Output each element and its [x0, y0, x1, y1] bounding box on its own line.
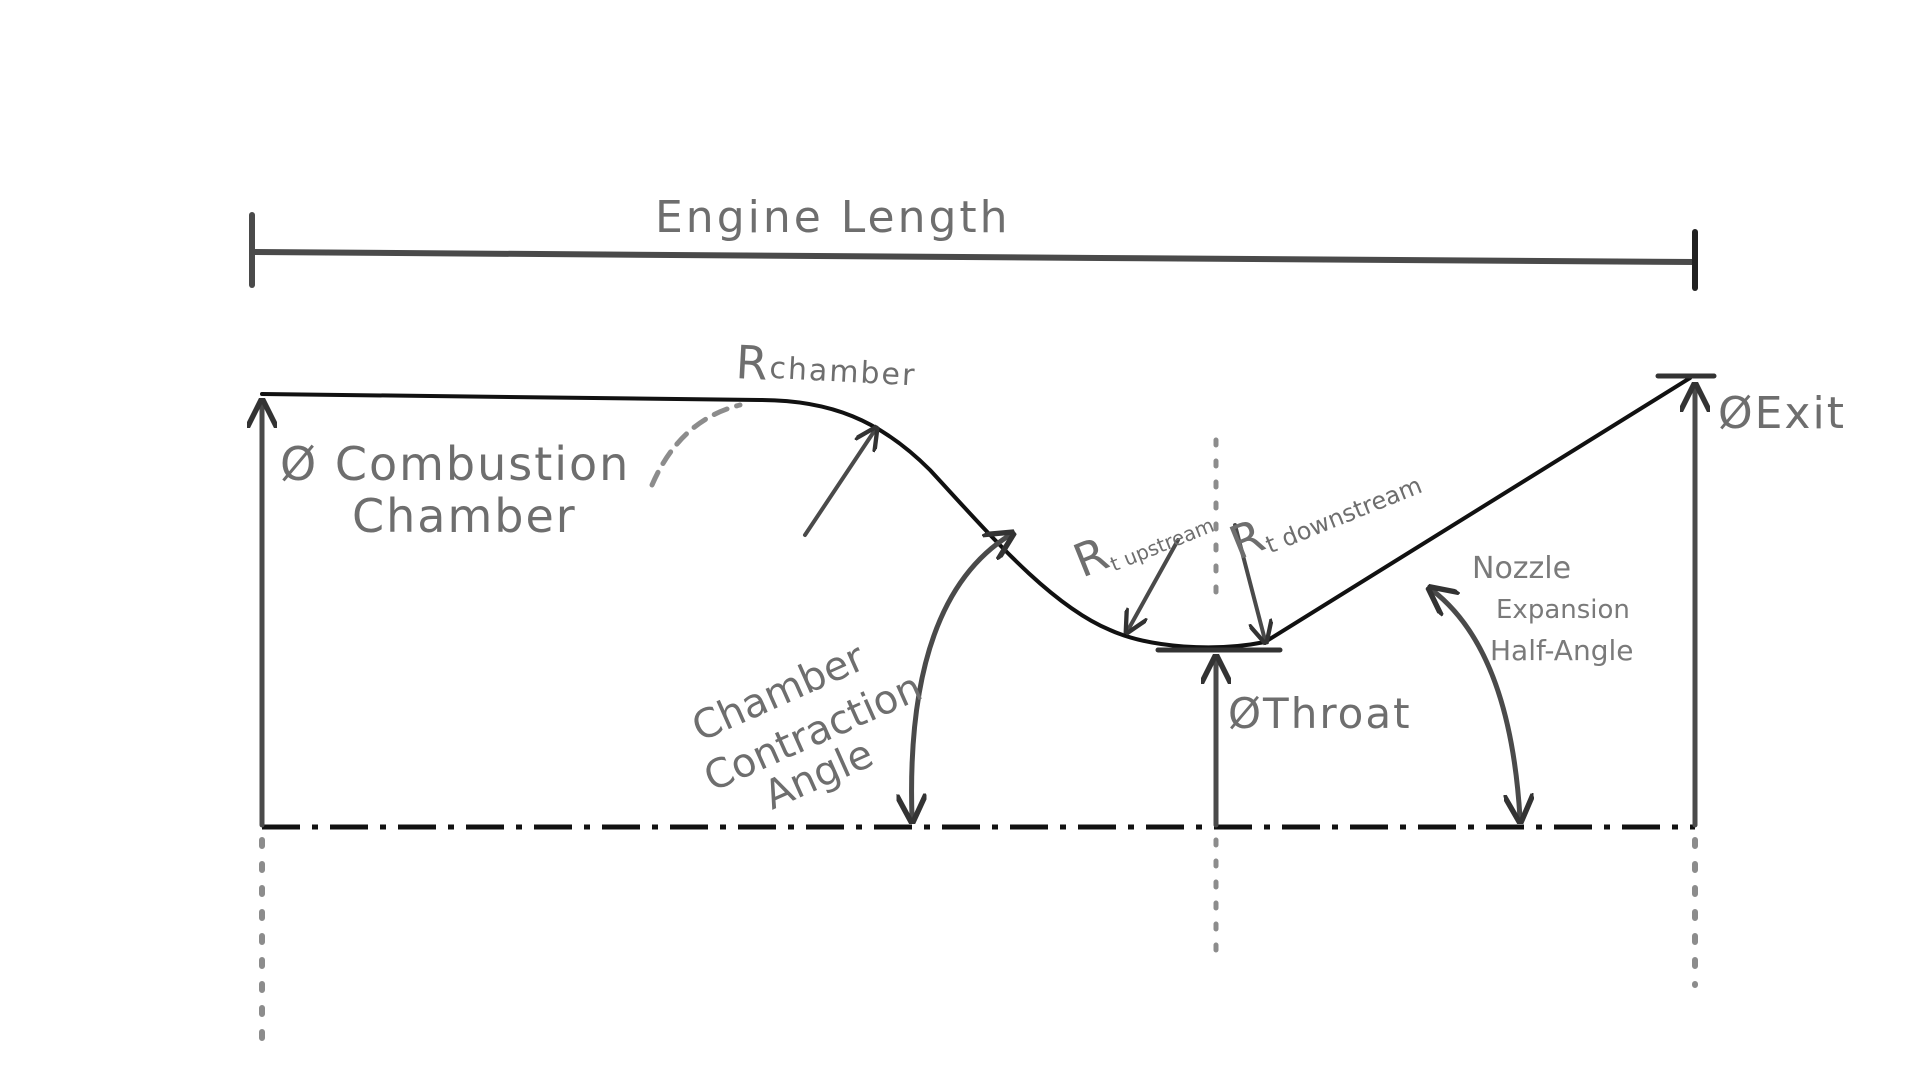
engine-length-dimension	[249, 212, 1698, 291]
nozzle-angle-label-line3: Half-Angle	[1490, 634, 1634, 667]
nozzle-angle-label-line2: Expansion	[1496, 595, 1630, 625]
r-chamber-dashed-arc	[649, 402, 743, 488]
engine-length-label: Engine Length	[655, 192, 1011, 243]
nozzle-angle-label-line1: Nozzle	[1472, 551, 1571, 586]
throat-diameter-label: ØThroat	[1228, 689, 1412, 738]
rt-upstream-label: Rt upstream	[1066, 485, 1218, 588]
exit-diameter-label: ØExit	[1718, 388, 1846, 439]
r-chamber-label: Rchamber	[734, 335, 918, 398]
r-chamber-arrow	[803, 430, 875, 537]
contraction-angle-arc	[912, 535, 1010, 818]
engine-length-line	[249, 249, 1698, 265]
combustion-chamber-label-line2: Chamber	[352, 489, 577, 543]
rt-downstream-label: Rt downstream	[1222, 446, 1426, 571]
nozzle-half-angle-arc	[1432, 590, 1520, 818]
combustion-chamber-label-line1: Ø Combustion	[280, 437, 630, 491]
rt-downstream-arrow	[1233, 523, 1265, 640]
rt-upstream-arrow	[1128, 538, 1180, 630]
